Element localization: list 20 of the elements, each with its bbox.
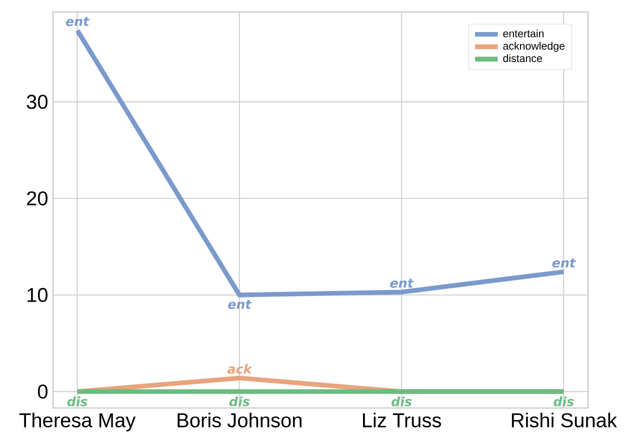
annotation: dis bbox=[67, 396, 88, 406]
annotation: dis bbox=[554, 396, 574, 406]
legend-label: distance bbox=[503, 54, 542, 62]
y-tick-label: 30 bbox=[26, 94, 48, 109]
annotation: ack bbox=[227, 364, 252, 374]
annotation: dis bbox=[392, 396, 412, 406]
annotation: dis bbox=[229, 396, 250, 406]
x-tick-label: Theresa May bbox=[19, 412, 136, 432]
x-tick-label: Liz Truss bbox=[363, 412, 442, 428]
y-tick-label: 0 bbox=[38, 384, 48, 399]
x-tick-label: Rishi Sunak bbox=[512, 412, 618, 428]
y-tick-label: 10 bbox=[28, 288, 48, 302]
x-tick-label: Boris Johnson bbox=[178, 412, 302, 428]
legend-label: entertain bbox=[503, 29, 544, 38]
annotation: ent bbox=[228, 300, 252, 309]
annotation: ent bbox=[66, 16, 90, 26]
legend-label: acknowledge bbox=[503, 42, 565, 52]
annotation: ent bbox=[552, 258, 576, 268]
annotation: ent bbox=[390, 278, 414, 288]
y-tick-label: 20 bbox=[27, 191, 48, 206]
